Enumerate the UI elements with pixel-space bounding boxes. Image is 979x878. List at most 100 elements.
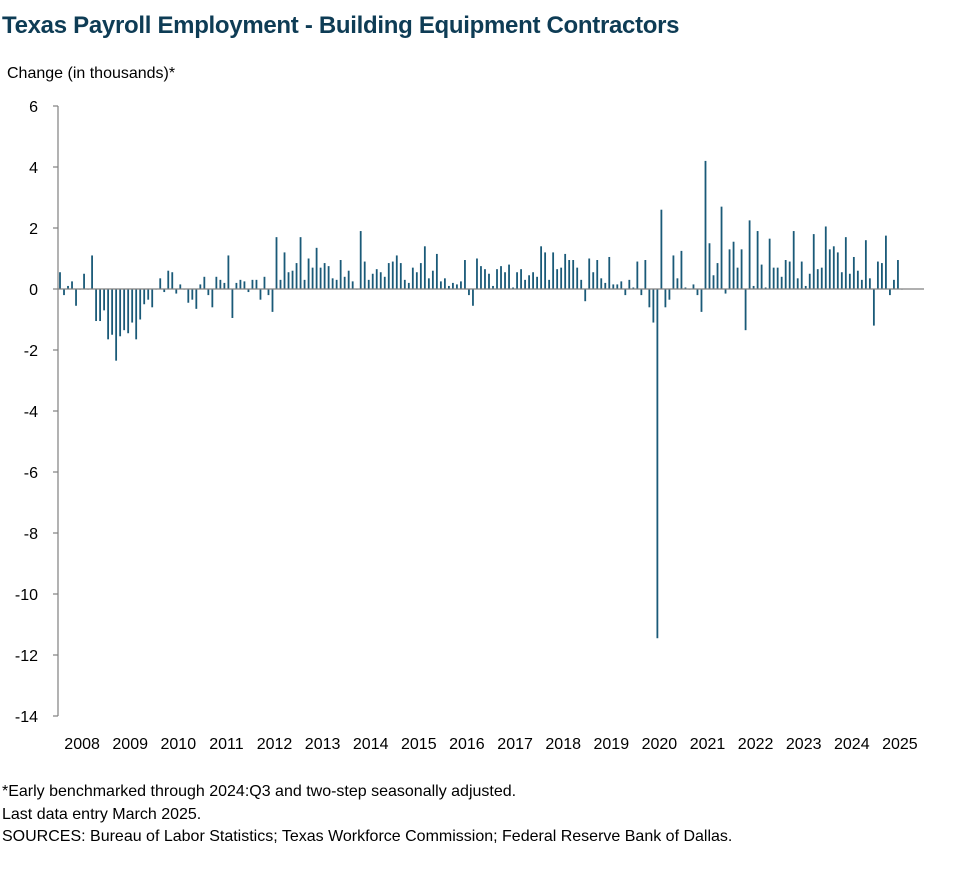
bar [756, 231, 759, 289]
bar [512, 287, 514, 289]
bar [504, 272, 506, 289]
bar [83, 273, 85, 289]
bar [159, 278, 162, 289]
bar [524, 279, 526, 289]
bar [528, 275, 530, 289]
bar [127, 289, 130, 334]
bar [608, 256, 611, 289]
footnote-adjustment: *Early benchmarked through 2024:Q3 and t… [2, 783, 517, 800]
bar [708, 243, 711, 289]
bar [151, 289, 154, 308]
bar [231, 289, 234, 318]
bar [255, 279, 258, 289]
bar [247, 289, 250, 293]
bar [712, 275, 715, 289]
chart-title: Texas Payroll Employment - Building Equi… [2, 12, 680, 39]
bar [279, 279, 282, 289]
bar [572, 260, 575, 289]
bar [516, 272, 518, 289]
bar [728, 249, 731, 289]
bar [893, 279, 895, 289]
bar [291, 270, 294, 289]
bar [564, 253, 567, 289]
bar [816, 269, 819, 289]
bar [275, 237, 278, 289]
bar [844, 237, 847, 289]
y-tick-label: -12 [15, 648, 38, 665]
bar [612, 284, 615, 289]
bar [897, 260, 899, 289]
bar [881, 263, 883, 289]
bar [848, 273, 851, 289]
bar [852, 256, 855, 289]
bar [191, 289, 194, 300]
bar [484, 269, 486, 289]
bar [395, 255, 398, 289]
bar [540, 246, 543, 289]
bar [295, 263, 298, 289]
bar [403, 279, 406, 289]
bar [824, 226, 827, 289]
bar [359, 231, 362, 289]
bar [684, 287, 687, 289]
bar [500, 266, 502, 290]
bar [652, 289, 655, 323]
bar [203, 276, 206, 289]
bar [219, 279, 222, 289]
bar [692, 284, 695, 289]
bar [419, 263, 422, 289]
bar [456, 284, 458, 289]
x-tick-label: 2017 [497, 736, 533, 753]
bar [496, 269, 498, 289]
bar [267, 289, 270, 296]
bar [856, 270, 859, 289]
bar [315, 247, 318, 289]
bar [243, 281, 246, 290]
bar [760, 264, 763, 289]
x-tick-label: 2025 [882, 736, 918, 753]
bar [387, 263, 390, 289]
bar [704, 160, 707, 289]
bar [800, 261, 803, 289]
bar [676, 278, 679, 289]
bar [135, 289, 138, 340]
bar [399, 263, 402, 289]
bar [812, 234, 815, 289]
bar [63, 289, 65, 296]
bar [431, 270, 434, 289]
x-tick-label: 2018 [545, 736, 581, 753]
bar [347, 270, 350, 289]
bar [195, 289, 198, 309]
bar [508, 264, 510, 289]
bar [371, 273, 374, 289]
bar [788, 261, 791, 289]
bar [179, 284, 182, 289]
bar [696, 289, 699, 296]
bar [111, 289, 114, 335]
bar [131, 289, 134, 323]
x-tick-label: 2019 [594, 736, 630, 753]
bar [740, 249, 743, 289]
bar [351, 281, 354, 290]
bar [59, 272, 61, 289]
bar [379, 272, 382, 289]
bar [375, 269, 378, 289]
footnotes: *Early benchmarked through 2024:Q3 and t… [2, 781, 732, 849]
bar [468, 289, 470, 296]
y-tick-label: 2 [29, 221, 38, 238]
bar [143, 289, 146, 305]
y-tick-label: -4 [24, 404, 38, 421]
bar [889, 289, 891, 296]
y-tick-label: -2 [24, 343, 38, 360]
bar [307, 258, 310, 289]
bar [672, 255, 675, 289]
y-axis-label: Change (in thousands)* [7, 65, 176, 82]
bars-group [59, 160, 903, 639]
bar [327, 266, 330, 290]
bar [864, 240, 867, 289]
y-tick-label: -6 [24, 465, 38, 482]
bar [343, 276, 346, 289]
bar [435, 253, 438, 289]
bar [552, 252, 555, 289]
